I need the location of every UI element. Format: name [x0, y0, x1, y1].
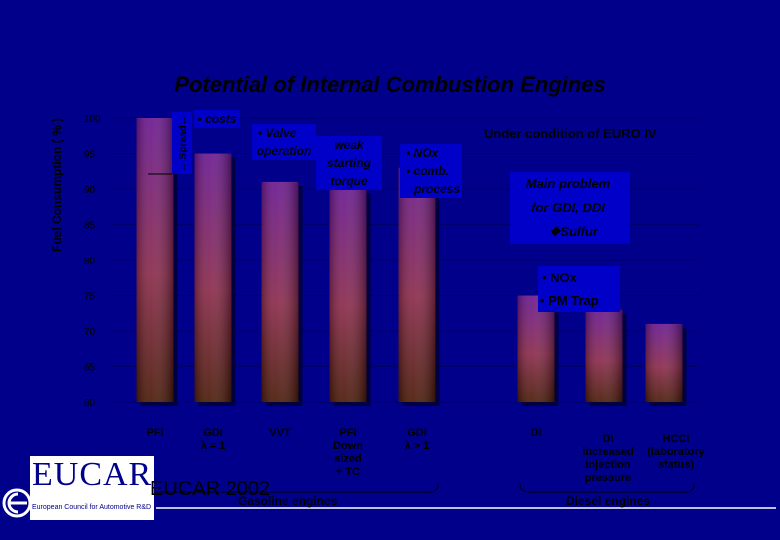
bar-shading	[517, 295, 555, 402]
callout-nox-combustion: • NOx • comb. process	[400, 144, 462, 198]
category-label: VVT	[269, 427, 291, 439]
y-tick-label: 95	[84, 150, 96, 161]
category-label: DI	[531, 427, 542, 439]
eucar-2002-label: EUCAR 2002	[150, 478, 271, 500]
y-tick-label: 60	[84, 398, 96, 409]
bar-shading	[136, 118, 174, 402]
category-label: GDI λ > 1	[405, 427, 430, 452]
spread-box	[172, 112, 192, 174]
bar-shading	[585, 309, 623, 402]
eucar-logo: EUCAR European Council for Automotive R&…	[30, 456, 154, 520]
y-tick-label: 85	[84, 221, 96, 232]
category-label: GDI λ = 1	[201, 427, 226, 452]
callout-weak-starting-torque: weak starting torque	[316, 136, 382, 190]
bar-shading	[194, 153, 232, 402]
y-tick-label: 70	[84, 327, 96, 338]
category-label: PFI Down sized + TC	[333, 427, 363, 478]
bar-shading	[261, 181, 299, 402]
y-tick-label: 90	[84, 185, 96, 196]
bar-shading	[329, 189, 367, 402]
y-tick-label: 65	[84, 363, 96, 374]
bar-shading	[398, 167, 436, 402]
callout-costs: • costs	[194, 110, 240, 128]
eucar-e-icon	[2, 488, 32, 518]
slide-title: Potential of Internal Combustion Engines	[174, 72, 606, 97]
bar-shading	[645, 323, 683, 402]
category-label: DI increased injection pressure	[582, 433, 633, 484]
nox-pm-trap-box: • NOx • PM Trap	[538, 266, 620, 312]
spread-label: ↔ Spread↔	[178, 115, 189, 172]
diesel-group-brace	[519, 483, 695, 493]
callout-valve-operation: • Valve operation	[252, 124, 316, 160]
diesel-engines-label: Diesel engines	[566, 494, 651, 508]
category-label: HCCI (laboratory status)	[647, 433, 705, 471]
y-tick-label: 80	[84, 256, 96, 267]
y-tick-label: 100	[84, 114, 101, 125]
main-problem-box: Main problem for GDI, DDI ❖Sulfur	[510, 172, 630, 244]
condition-note: Under condition of EURO IV	[484, 126, 657, 141]
gasoline-engines-label: Gasoline engines	[238, 494, 338, 508]
category-label: PFI	[146, 427, 163, 439]
y-tick-label: 75	[84, 292, 96, 303]
